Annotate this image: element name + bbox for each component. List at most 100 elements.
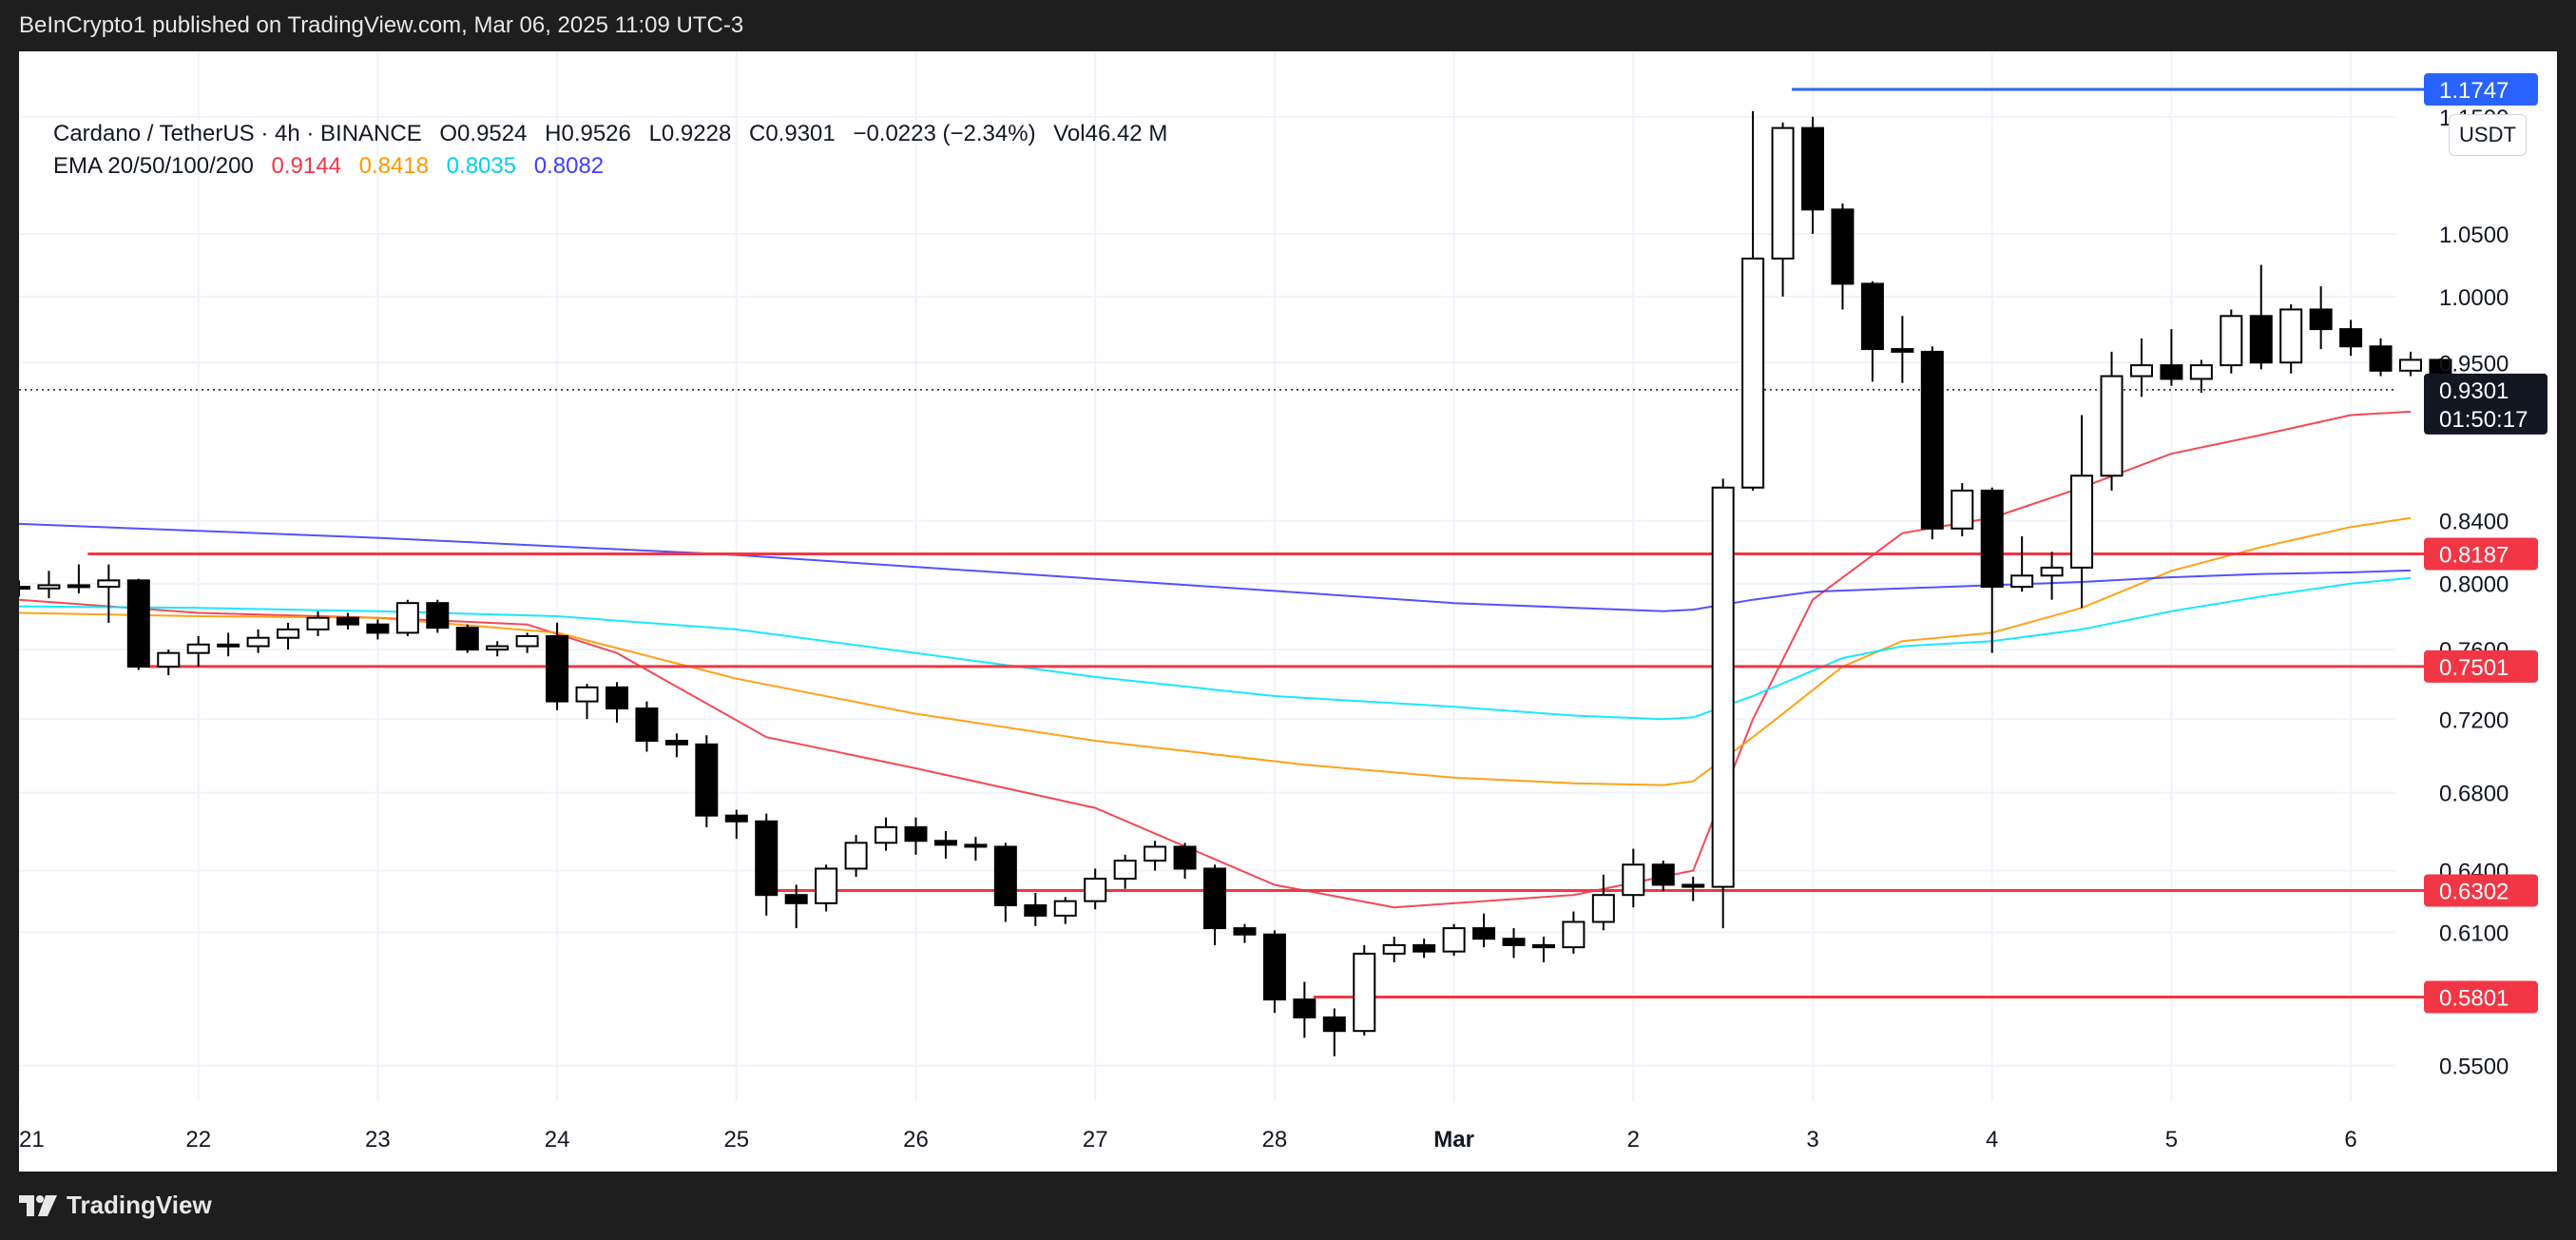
candle-body [186, 643, 210, 654]
time-axis-label: 2 [1627, 1127, 1640, 1153]
candle-body [1891, 348, 1914, 353]
time-axis-label: 3 [1806, 1127, 1818, 1153]
price-tick-label: 0.8000 [2439, 572, 2509, 598]
volume-value: Vol46.42 M [1053, 121, 1168, 146]
candle-body [1233, 927, 1257, 936]
candle-body [755, 820, 779, 897]
candle-body [575, 686, 599, 703]
ema100-value: 0.8035 [446, 153, 517, 179]
candle-body [546, 634, 569, 703]
candle-body [784, 894, 808, 904]
candle-body [1562, 920, 1586, 949]
candle-body [2160, 364, 2183, 380]
level-price-label: 0.6302 [2439, 879, 2509, 904]
candle-body [2040, 566, 2064, 577]
current-price-tag [2424, 373, 2547, 435]
level-price-tag [2424, 874, 2538, 907]
candle-body [1472, 927, 1496, 940]
ema-row: EMA 20/50/100/200 0.9144 0.8418 0.8035 0… [53, 150, 1179, 183]
candle-body [664, 739, 688, 746]
time-axis-label: Mar [1433, 1127, 1474, 1153]
candle-body [1293, 998, 1317, 1018]
price-countdown-label: 01:50:17 [2439, 407, 2528, 433]
candle-body [904, 825, 928, 843]
candle-body [306, 616, 330, 630]
candle-body [933, 840, 957, 846]
time-axis-label: 23 [365, 1127, 391, 1153]
candle-body [1741, 257, 1765, 489]
level-price-label: 0.8187 [2439, 542, 2509, 568]
level-price-tag [2424, 649, 2538, 683]
candle-body [2339, 328, 2363, 348]
candle-body [37, 584, 61, 590]
candle-body [1382, 943, 1406, 955]
candle-body [1682, 883, 1705, 888]
candle-body [366, 623, 390, 634]
footer: TradingView [0, 1172, 2576, 1240]
candle-body [1711, 486, 1735, 888]
candle-body [2010, 574, 2034, 589]
price-tick-label: 0.5500 [2439, 1055, 2509, 1080]
candle-body [1831, 208, 1855, 285]
candle-body [1951, 489, 1974, 530]
price-tick-label: 0.8400 [2439, 510, 2509, 535]
level-price-label: 1.1747 [2439, 78, 2509, 104]
candle-body [1262, 933, 1286, 1001]
tradingview-logo[interactable]: TradingView [19, 1191, 212, 1220]
ohlc-row: Cardano / TetherUS · 4h · BINANCE O0.952… [53, 118, 1179, 150]
price-tick-label: 0.6100 [2439, 921, 2509, 947]
time-axis-label: 26 [903, 1127, 929, 1153]
chart-area[interactable]: 1.15001.05001.00000.95000.84000.80000.76… [19, 51, 2557, 1172]
brand-name: TradingView [67, 1191, 212, 1219]
ema-line [19, 522, 2412, 612]
ema50-value: 0.8418 [358, 153, 429, 179]
candle-body [395, 602, 419, 634]
candle-body [1084, 878, 1107, 902]
candle-body [1322, 1016, 1346, 1033]
price-chart[interactable]: 1.15001.05001.00000.95000.84000.80000.76… [19, 51, 2557, 1172]
candle-body [1413, 943, 1436, 953]
candle-body [486, 645, 509, 651]
level-price-tag [2424, 73, 2538, 107]
change-value: −0.0223 (−2.34%) [853, 121, 1036, 146]
candle-body [724, 814, 748, 823]
candle-body [157, 651, 181, 668]
candle-body [1502, 938, 1526, 946]
time-axis-label: 27 [1083, 1127, 1108, 1153]
candle-body [1980, 489, 2004, 589]
time-axis-label: 4 [1986, 1127, 1998, 1153]
close-value: C0.9301 [749, 121, 836, 146]
candle-body [67, 584, 90, 589]
open-value: O0.9524 [439, 121, 528, 146]
current-price-label: 0.9301 [2439, 378, 2509, 404]
candle-body [2309, 308, 2333, 331]
time-axis-label: 28 [1262, 1127, 1288, 1153]
ema-label[interactable]: EMA 20/50/100/200 [53, 153, 254, 179]
candle-body [2129, 364, 2153, 378]
price-tick-label: 1.0000 [2439, 285, 2509, 311]
price-tick-label: 0.6800 [2439, 782, 2509, 807]
candle-body [1801, 126, 1824, 211]
time-axis-label: 6 [2344, 1127, 2356, 1153]
currency-button[interactable]: USDT [2449, 114, 2527, 156]
candle-body [426, 602, 450, 630]
candle-body [277, 628, 300, 639]
chart-legend: Cardano / TetherUS · 4h · BINANCE O0.952… [53, 118, 1179, 183]
candle-body [875, 825, 898, 844]
candle-body [1591, 894, 1615, 923]
level-price-label: 0.7501 [2439, 655, 2509, 681]
level-price-tag [2424, 980, 2538, 1014]
candle-body [336, 616, 359, 626]
candle-body [2369, 345, 2393, 372]
price-tick-label: 1.0500 [2439, 223, 2509, 248]
candle-body [217, 643, 240, 648]
symbol-title[interactable]: Cardano / TetherUS · 4h · BINANCE [53, 121, 422, 146]
candle-body [246, 636, 270, 648]
candle-body [2220, 315, 2243, 367]
candle-body [1144, 845, 1167, 862]
candle-body [1771, 126, 1795, 260]
candle-body [1442, 927, 1466, 953]
candle-body [815, 867, 838, 904]
time-axis-label: 25 [723, 1127, 749, 1153]
candle-body [19, 586, 30, 591]
